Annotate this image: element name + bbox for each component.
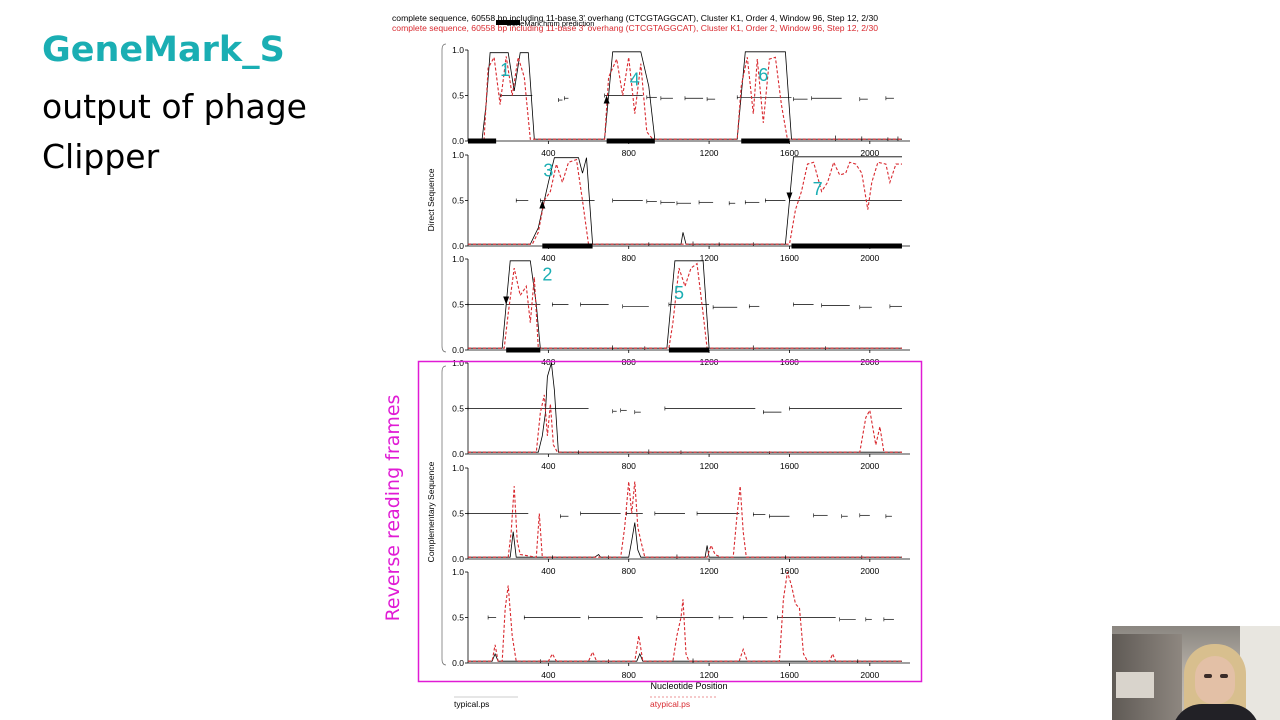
panel-direct-1-y-tick-label: 0.0 xyxy=(452,136,464,146)
panel-direct-1-x-tick-label: 1200 xyxy=(700,148,719,158)
panel-direct-1-x-tick-label: 400 xyxy=(541,148,555,158)
orf-label-5: 5 xyxy=(674,283,684,303)
x-axis-label: Nucleotide Position xyxy=(650,681,727,691)
panel-direct-3-start-arrow xyxy=(503,296,510,305)
panel-complementary-2-atypical-series xyxy=(468,481,902,558)
panel-complementary-3-x-tick-label: 1600 xyxy=(780,670,799,680)
panel-direct-2-start-arrow xyxy=(786,192,793,201)
panel-direct-2-x-tick-label: 800 xyxy=(622,253,636,263)
panel-direct-3-prediction-bar xyxy=(506,347,541,353)
panel-complementary-2-y-tick-label: 0.5 xyxy=(452,509,464,519)
panel-direct-1-prediction-bar xyxy=(606,138,655,144)
panel-direct-2-y-tick-label: 0.5 xyxy=(452,196,464,206)
webcam-person-eye xyxy=(1220,674,1228,678)
panel-complementary-2-y-tick-label: 0.0 xyxy=(452,554,464,564)
direct-group-bracket xyxy=(441,43,447,353)
footer-atypical-label: atypical.ps xyxy=(650,699,690,709)
panel-complementary-1-x-tick-label: 800 xyxy=(622,461,636,471)
panel-direct-2-prediction-bar xyxy=(791,243,902,249)
panel-direct-2-atypical-series xyxy=(468,158,902,245)
panel-complementary-1-y-tick-label: 0.0 xyxy=(452,449,464,459)
webcam-person-face xyxy=(1195,656,1235,704)
complementary-group-label: Complementary Sequence xyxy=(426,461,436,562)
panel-direct-1-x-tick-label: 2000 xyxy=(860,148,879,158)
panel-direct-2-y-tick-label: 1.0 xyxy=(452,150,464,160)
panel-direct-3-y-tick-label: 1.0 xyxy=(452,254,464,264)
panel-complementary-2-x-tick-label: 1600 xyxy=(780,566,799,576)
panel-direct-3-y-tick-label: 0.0 xyxy=(452,345,464,355)
slide-subtitle: output of phage Clipper xyxy=(42,82,362,182)
panel-complementary-1-atypical-series xyxy=(468,394,902,453)
panel-direct-2-y-tick-label: 0.0 xyxy=(452,241,464,251)
panel-complementary-1-x-tick-label: 1200 xyxy=(700,461,719,471)
panel-complementary-1-y-tick-label: 0.5 xyxy=(452,404,464,414)
panel-complementary-3-x-tick-label: 2000 xyxy=(860,670,879,680)
panel-complementary-3-atypical-series xyxy=(468,571,902,662)
panel-complementary-1-y-tick-label: 1.0 xyxy=(452,358,464,368)
panel-complementary-3-x-tick-label: 800 xyxy=(622,670,636,680)
footer-typical-label: typical.ps xyxy=(454,699,489,709)
orf-label-2: 2 xyxy=(542,265,552,285)
legend-prediction-label: GeneMark.hmm prediction xyxy=(506,19,594,28)
panel-direct-1-x-tick-label: 800 xyxy=(622,148,636,158)
panel-complementary-1-x-tick-label: 1600 xyxy=(780,461,799,471)
panel-complementary-1-typical-series xyxy=(468,362,902,453)
reverse-frames-label: Reverse reading frames xyxy=(382,395,404,622)
orf-label-4: 4 xyxy=(630,69,640,89)
panel-direct-1-y-tick-label: 0.5 xyxy=(452,91,464,101)
panel-complementary-3-y-tick-label: 1.0 xyxy=(452,567,464,577)
panel-complementary-3-typical-series xyxy=(468,652,902,662)
chart-header-typical: complete sequence, 60558 bp including 11… xyxy=(392,13,878,23)
chart-header-atypical: complete sequence, 60558 bp including 11… xyxy=(392,23,878,33)
webcam-person-body xyxy=(1172,704,1260,720)
panel-complementary-2-x-tick-label: 800 xyxy=(622,566,636,576)
panel-direct-3-y-tick-label: 0.5 xyxy=(452,300,464,310)
webcam-window xyxy=(1240,626,1280,720)
panel-complementary-3-y-tick-label: 0.5 xyxy=(452,613,464,623)
panel-direct-1-typical-series xyxy=(468,51,902,140)
panel-complementary-3-y-tick-label: 0.0 xyxy=(452,658,464,668)
slide-subtitle-line-2: Clipper xyxy=(42,137,160,176)
slide-subtitle-line-1: output of phage xyxy=(42,87,307,126)
webcam-video xyxy=(1112,626,1280,720)
webcam-box xyxy=(1116,672,1154,698)
panel-complementary-2-x-tick-label: 400 xyxy=(541,566,555,576)
direct-group-label: Direct Sequence xyxy=(426,168,436,231)
orf-label-1: 1 xyxy=(500,60,510,80)
panel-complementary-2-x-tick-label: 1200 xyxy=(700,566,719,576)
webcam-person-eye xyxy=(1204,674,1212,678)
legend-prediction-swatch xyxy=(496,20,520,25)
panel-direct-2-x-tick-label: 2000 xyxy=(860,253,879,263)
panel-complementary-2-x-tick-label: 2000 xyxy=(860,566,879,576)
panel-complementary-1-x-tick-label: 400 xyxy=(541,461,555,471)
panel-direct-2-x-tick-label: 400 xyxy=(541,253,555,263)
panel-direct-2-x-tick-label: 1200 xyxy=(700,253,719,263)
panel-complementary-3-x-tick-label: 400 xyxy=(541,670,555,680)
panel-direct-2-x-tick-label: 1600 xyxy=(780,253,799,263)
panel-complementary-2-y-tick-label: 1.0 xyxy=(452,463,464,473)
panel-direct-1-x-tick-label: 1600 xyxy=(780,148,799,158)
panel-direct-1-prediction-bar xyxy=(741,138,790,144)
panel-direct-1-y-tick-label: 1.0 xyxy=(452,45,464,55)
complementary-group-bracket xyxy=(441,365,447,666)
panel-direct-3-atypical-series xyxy=(468,262,902,349)
panel-direct-1-start-arrow xyxy=(603,95,610,104)
panel-complementary-2-typical-series xyxy=(468,522,902,558)
panel-direct-3-prediction-bar xyxy=(668,347,710,353)
panel-complementary-1-x-tick-label: 2000 xyxy=(860,461,879,471)
panel-direct-1-prediction-bar xyxy=(468,138,497,144)
panel-complementary-3-x-tick-label: 1200 xyxy=(700,670,719,680)
orf-label-7: 7 xyxy=(813,179,823,199)
reverse-frames-highlight-box xyxy=(417,360,923,683)
orf-label-3: 3 xyxy=(543,161,553,181)
orf-label-6: 6 xyxy=(758,65,768,85)
panel-direct-1-atypical-series xyxy=(468,55,902,140)
panel-direct-2-prediction-bar xyxy=(542,243,593,249)
panel-direct-2-start-arrow xyxy=(539,200,546,209)
slide-title: GeneMark_S xyxy=(42,30,285,70)
